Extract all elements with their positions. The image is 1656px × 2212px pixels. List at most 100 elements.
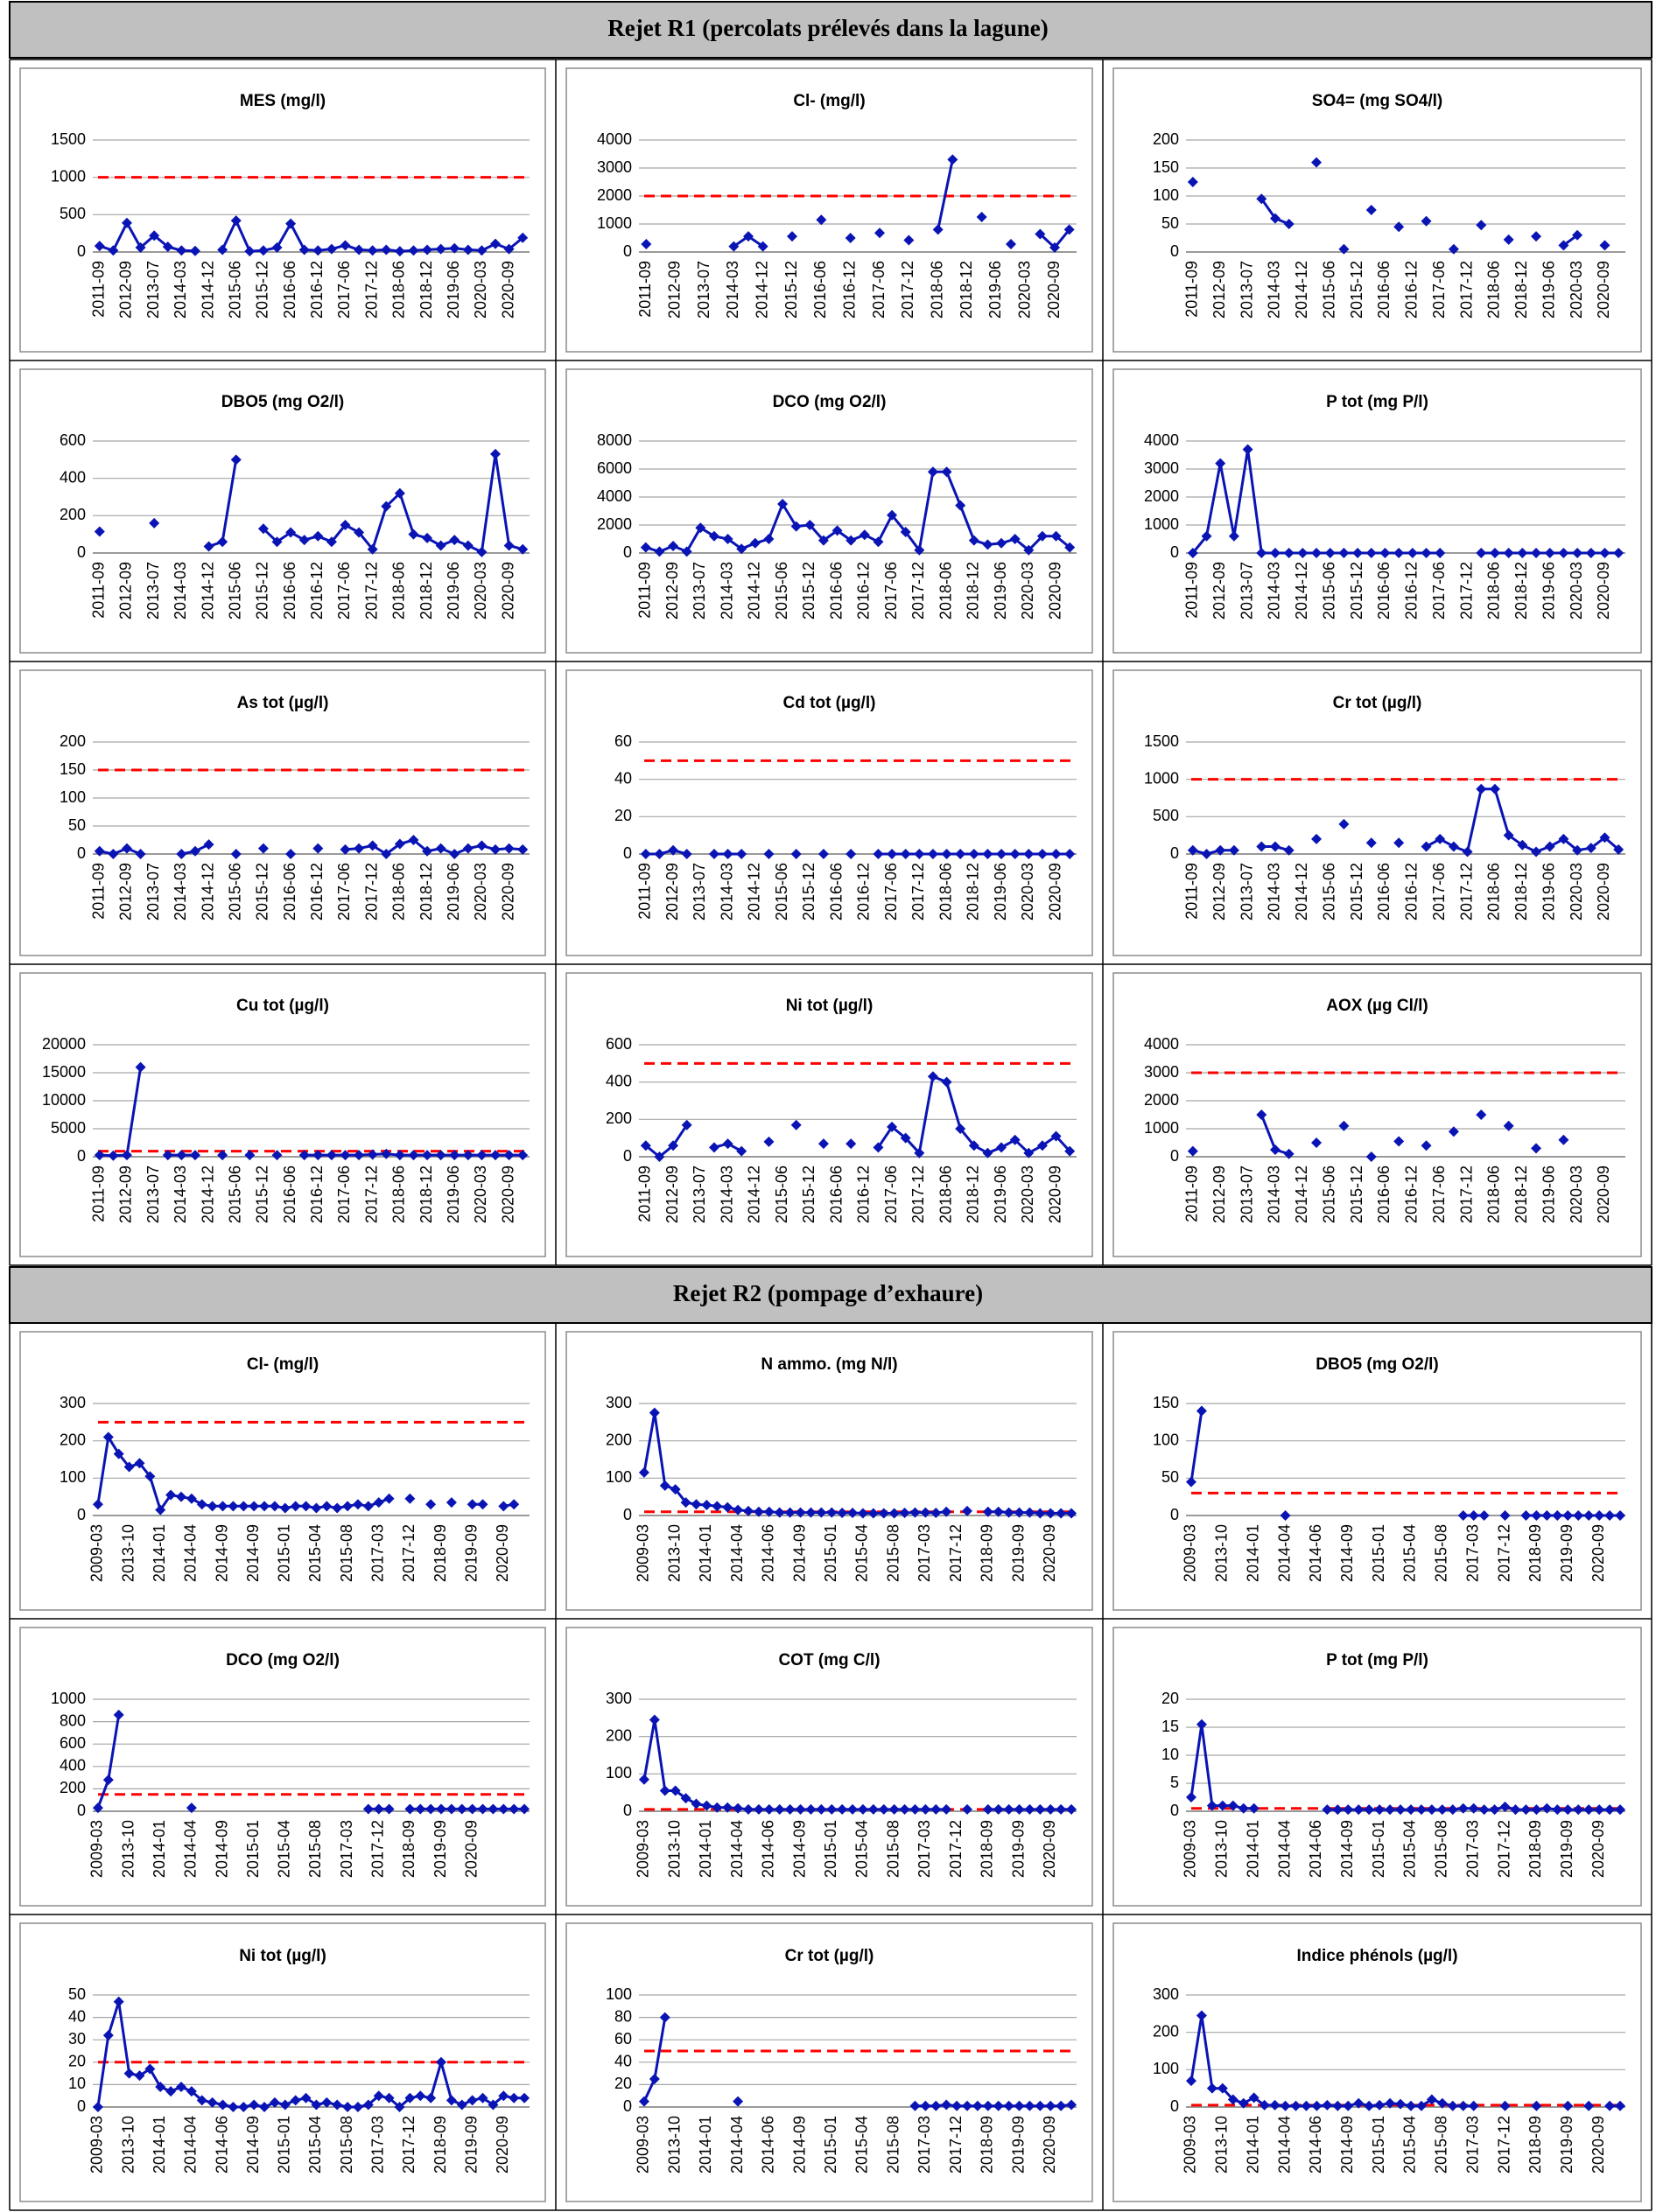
x-tick-label: 2015-01 (276, 1524, 293, 1582)
x-tick-label: 2015-06 (1320, 261, 1337, 318)
data-point (121, 843, 132, 854)
data-point (920, 1803, 931, 1815)
data-point (186, 1802, 197, 1814)
data-point (422, 1150, 433, 1161)
data-point (186, 2086, 197, 2097)
data-point (488, 1803, 499, 1815)
data-point (230, 454, 242, 466)
data-point (1311, 157, 1323, 168)
data-point (415, 2090, 426, 2102)
x-tick-label: 2019-06 (992, 562, 1009, 620)
x-tick-label: 2019-09 (1009, 2116, 1027, 2174)
x-tick-label: 2019-06 (445, 863, 462, 920)
data-point (298, 1150, 310, 1161)
data-point (1503, 1120, 1514, 1131)
data-point (774, 1803, 785, 1815)
data-point (362, 2099, 374, 2110)
x-tick-label: 2011-09 (1183, 562, 1201, 619)
data-point (477, 2092, 488, 2104)
data-point (1064, 849, 1076, 859)
data-point (749, 537, 761, 549)
data-point (1421, 548, 1432, 558)
x-tick-label: 2017-06 (1430, 562, 1448, 620)
x-tick-label: 2016-12 (308, 863, 326, 920)
data-point (1489, 548, 1500, 558)
data-point (1531, 548, 1542, 558)
y-tick-label: 600 (606, 1035, 632, 1053)
data-point (1050, 849, 1062, 859)
data-point (1324, 548, 1336, 558)
x-tick-label: 2013-10 (119, 1820, 137, 1878)
data-point (367, 1149, 378, 1160)
chart-title: DBO5 (mg O2/l) (1316, 1355, 1438, 1374)
data-point (1572, 229, 1583, 241)
x-tick-label: 2014-01 (151, 1820, 168, 1878)
x-tick-label: 2015-12 (782, 261, 800, 318)
data-point (1478, 1510, 1490, 1521)
data-point (857, 1508, 868, 1519)
data-point (326, 536, 337, 548)
x-tick-label: 2018-06 (390, 863, 408, 920)
data-point (763, 534, 775, 544)
x-tick-label: 2015-08 (884, 1820, 902, 1878)
data-point (1338, 243, 1350, 255)
x-tick-label: 2018-09 (432, 2116, 449, 2174)
x-tick-label: 2020-03 (472, 261, 489, 318)
data-point (722, 1502, 733, 1513)
data-point (638, 1466, 649, 1478)
data-point (230, 849, 242, 859)
data-point (1374, 2099, 1386, 2110)
data-point (878, 1508, 889, 1519)
data-point (701, 1500, 712, 1511)
x-tick-label: 2018-09 (979, 1820, 996, 1878)
x-tick-label: 2020-09 (1589, 1524, 1607, 1582)
x-tick-label: 2015-12 (800, 863, 817, 920)
x-tick-label: 2020-09 (494, 2116, 511, 2174)
x-tick-label: 2014-01 (151, 1524, 168, 1582)
x-tick-label: 2017-06 (882, 1166, 900, 1223)
y-tick-label: 200 (1153, 130, 1179, 148)
x-tick-label: 2020-09 (1589, 2116, 1607, 2174)
y-tick-label: 0 (77, 543, 86, 561)
data-point (490, 238, 502, 249)
data-point (422, 532, 433, 543)
data-point (753, 1803, 764, 1815)
data-point (271, 1150, 283, 1161)
data-point (259, 1501, 270, 1512)
x-tick-label: 2018-12 (1512, 562, 1530, 620)
chart-frame (565, 669, 1093, 956)
x-tick-label: 2012-09 (663, 562, 681, 620)
data-point (733, 1802, 744, 1814)
x-tick-label: 2012-09 (665, 261, 683, 318)
x-tick-label: 2013-07 (1238, 261, 1255, 318)
data-point (1447, 2100, 1458, 2111)
data-point (903, 234, 915, 246)
data-point (354, 527, 365, 538)
x-tick-label: 2019-06 (1540, 562, 1557, 620)
data-point (654, 1152, 665, 1162)
data-point (354, 244, 365, 256)
chart-title: Cl- (mg/l) (793, 92, 865, 110)
data-point (342, 2102, 354, 2112)
data-point (113, 1709, 124, 1720)
y-tick-label: 0 (1170, 543, 1179, 561)
data-point (1572, 548, 1583, 558)
chart-frame (1112, 67, 1642, 353)
x-tick-label: 2017-06 (335, 1166, 353, 1223)
x-tick-label: 2014-06 (1307, 2116, 1324, 2174)
y-tick-label: 100 (606, 1764, 632, 1782)
data-point (1023, 849, 1035, 859)
data-point (722, 534, 733, 544)
x-tick-label: 2017-03 (916, 1820, 933, 1878)
y-tick-label: 100 (60, 788, 86, 806)
data-point (312, 1150, 324, 1161)
data-point (962, 1505, 972, 1516)
data-point (467, 1803, 478, 1815)
data-point (784, 1507, 796, 1518)
x-tick-label: 2019-09 (1558, 1524, 1575, 1582)
data-point (408, 245, 419, 256)
data-point (415, 1803, 426, 1815)
data-point (1462, 846, 1473, 858)
y-tick-label: 0 (77, 844, 86, 862)
data-point (1407, 548, 1418, 558)
